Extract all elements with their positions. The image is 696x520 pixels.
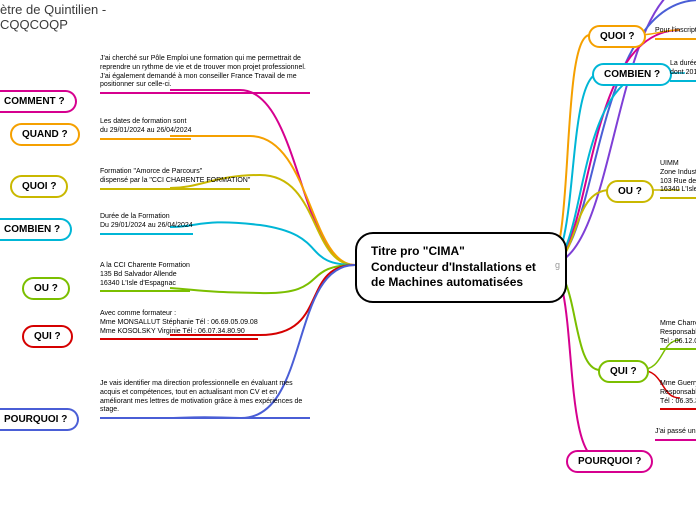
- left-pourquoi-node[interactable]: POURQUOI ?: [0, 408, 79, 431]
- right-combien-text: La durée de la formationdont 201h en cen…: [670, 60, 696, 82]
- right-ou-node[interactable]: OU ?: [606, 180, 654, 203]
- right-pourquoi-text: J'ai passé un entretien pour m'inscrire …: [655, 428, 696, 441]
- left-ou-text: A la CCI Charente Formation135 Bd Salvad…: [100, 262, 300, 292]
- right-quoi-text: Pour l'inscription à la formation: [655, 27, 696, 40]
- left-quoi-node[interactable]: QUOI ?: [10, 175, 68, 198]
- left-pourquoi-text: Je vais identifier ma direction professi…: [100, 380, 310, 419]
- left-combien-text: Durée de la FormationDu 29/01/2024 au 26…: [100, 213, 300, 235]
- left-comment-node[interactable]: COMMENT ?: [0, 90, 77, 113]
- left-comment-text: J'ai cherché sur Pôle Emploi une formati…: [100, 55, 310, 94]
- left-qui-node[interactable]: QUI ?: [22, 325, 73, 348]
- left-ou-node[interactable]: OU ?: [22, 277, 70, 300]
- right-quoi-node[interactable]: QUOI ?: [588, 25, 646, 48]
- right-qui-node[interactable]: QUI ?: [598, 360, 649, 383]
- left-quoi-text: Formation "Amorce de Parcours"dispensé p…: [100, 168, 310, 190]
- central-line1: Titre pro "CIMA": [371, 244, 465, 258]
- side-badge: g: [555, 260, 560, 270]
- right-qui-text2: Mme Guerry CorinneResponsable commercial…: [660, 380, 696, 410]
- central-line2: Conducteur d'Installations et: [371, 260, 536, 274]
- left-qui-text: Avec comme formateur :Mme MONSALLUT Stép…: [100, 310, 320, 340]
- left-combien-node[interactable]: COMBIEN ?: [0, 218, 72, 241]
- right-combien-node[interactable]: COMBIEN ?: [592, 63, 672, 86]
- left-quand-node[interactable]: QUAND ?: [10, 123, 80, 146]
- right-ou-text: UIMMZone Industrielle N°3103 Rue de la Q…: [660, 160, 696, 199]
- right-qui-text1: Mme Charron MarieResponsable de recrutem…: [660, 320, 696, 350]
- left-quand-text: Les dates de formation sontdu 29/01/2024…: [100, 118, 300, 140]
- right-pourquoi-node[interactable]: POURQUOI ?: [566, 450, 653, 473]
- central-line3: de Machines automatisées: [371, 275, 523, 289]
- context-title: ètre de Quintilien - CQQCOQP: [0, 2, 106, 32]
- central-node[interactable]: Titre pro "CIMA" Conducteur d'Installati…: [355, 232, 567, 303]
